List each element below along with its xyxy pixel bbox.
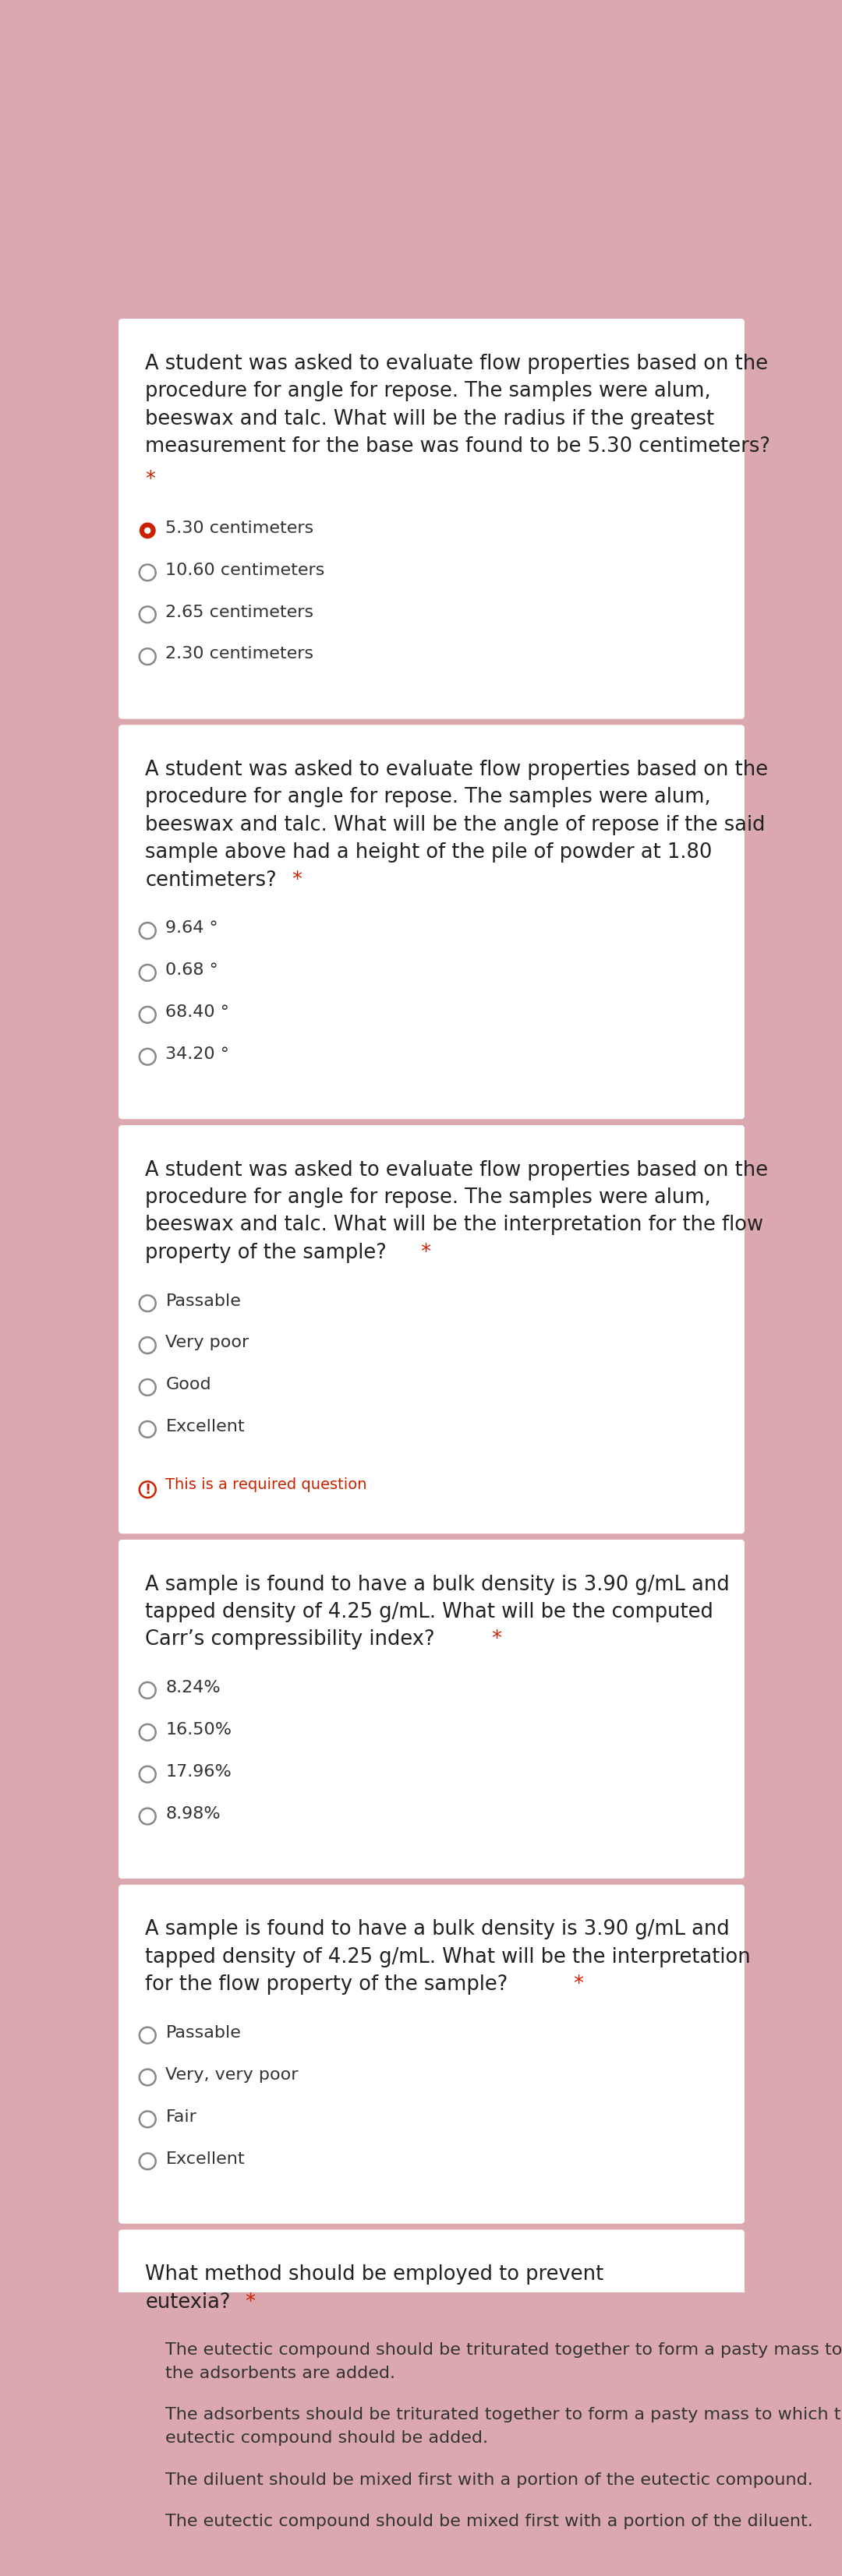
Text: *: * bbox=[568, 1976, 584, 1994]
Text: 17.96%: 17.96% bbox=[166, 1765, 232, 1780]
Circle shape bbox=[140, 2517, 156, 2532]
Text: Passable: Passable bbox=[166, 2025, 241, 2040]
Text: *: * bbox=[415, 1242, 431, 1262]
Text: the adsorbents are added.: the adsorbents are added. bbox=[166, 2365, 396, 2380]
Text: This is a required question: This is a required question bbox=[166, 1476, 367, 1492]
Text: !: ! bbox=[144, 1484, 151, 1497]
Circle shape bbox=[140, 2112, 156, 2128]
Text: procedure for angle for repose. The samples were alum,: procedure for angle for repose. The samp… bbox=[145, 788, 711, 806]
Circle shape bbox=[140, 963, 156, 981]
Circle shape bbox=[140, 1767, 156, 1783]
Text: The adsorbents should be triturated together to form a pasty mass to which the: The adsorbents should be triturated toge… bbox=[166, 2406, 842, 2424]
Text: 34.20 °: 34.20 ° bbox=[166, 1046, 230, 1061]
Text: *: * bbox=[286, 871, 302, 891]
Text: A student was asked to evaluate flow properties based on the: A student was asked to evaluate flow pro… bbox=[145, 353, 768, 374]
Circle shape bbox=[140, 1337, 156, 1352]
Text: measurement for the base was found to be 5.30 centimeters?: measurement for the base was found to be… bbox=[145, 435, 770, 456]
Circle shape bbox=[140, 2344, 156, 2360]
FancyBboxPatch shape bbox=[119, 1126, 744, 1533]
Text: The eutectic compound should be triturated together to form a pasty mass to whic: The eutectic compound should be triturat… bbox=[166, 2342, 842, 2357]
Text: The diluent should be mixed first with a portion of the eutectic compound.: The diluent should be mixed first with a… bbox=[166, 2473, 813, 2488]
Text: 0.68 °: 0.68 ° bbox=[166, 963, 218, 979]
Text: 10.60 centimeters: 10.60 centimeters bbox=[166, 562, 325, 577]
Text: centimeters?: centimeters? bbox=[145, 871, 276, 891]
Text: A student was asked to evaluate flow properties based on the: A student was asked to evaluate flow pro… bbox=[145, 1159, 768, 1180]
Text: Passable: Passable bbox=[166, 1293, 241, 1309]
Text: Carr’s compressibility index?: Carr’s compressibility index? bbox=[145, 1631, 434, 1649]
Circle shape bbox=[144, 528, 151, 533]
Circle shape bbox=[140, 2473, 156, 2491]
Text: What method should be employed to prevent: What method should be employed to preven… bbox=[145, 2264, 604, 2285]
Text: 2.30 centimeters: 2.30 centimeters bbox=[166, 647, 314, 662]
Text: procedure for angle for repose. The samples were alum,: procedure for angle for repose. The samp… bbox=[145, 1188, 711, 1208]
Text: Very poor: Very poor bbox=[166, 1334, 249, 1350]
Circle shape bbox=[140, 523, 156, 538]
Text: Very, very poor: Very, very poor bbox=[166, 2066, 299, 2081]
Text: 68.40 °: 68.40 ° bbox=[166, 1005, 230, 1020]
Text: *: * bbox=[486, 1631, 502, 1649]
Circle shape bbox=[140, 2154, 156, 2169]
Text: Excellent: Excellent bbox=[166, 1419, 245, 1435]
Text: eutexia?: eutexia? bbox=[145, 2293, 231, 2313]
FancyBboxPatch shape bbox=[119, 1540, 744, 1878]
Text: 8.24%: 8.24% bbox=[166, 1680, 221, 1695]
FancyBboxPatch shape bbox=[119, 319, 744, 719]
Text: beeswax and talc. What will be the angle of repose if the said: beeswax and talc. What will be the angle… bbox=[145, 814, 765, 835]
Text: 2.65 centimeters: 2.65 centimeters bbox=[166, 605, 314, 621]
Circle shape bbox=[140, 1682, 156, 1698]
Circle shape bbox=[140, 1422, 156, 1437]
Circle shape bbox=[140, 1007, 156, 1023]
Text: A student was asked to evaluate flow properties based on the: A student was asked to evaluate flow pro… bbox=[145, 760, 768, 781]
Circle shape bbox=[140, 1481, 156, 1497]
Circle shape bbox=[140, 605, 156, 623]
Text: Fair: Fair bbox=[166, 2110, 197, 2125]
Text: beeswax and talc. What will be the interpretation for the flow: beeswax and talc. What will be the inter… bbox=[145, 1216, 764, 1236]
Text: *: * bbox=[239, 2293, 255, 2313]
Circle shape bbox=[140, 2069, 156, 2087]
Text: tapped density of 4.25 g/mL. What will be the interpretation: tapped density of 4.25 g/mL. What will b… bbox=[145, 1947, 751, 1968]
FancyBboxPatch shape bbox=[119, 724, 744, 1118]
Text: A sample is found to have a bulk density is 3.90 g/mL and: A sample is found to have a bulk density… bbox=[145, 1574, 730, 1595]
Circle shape bbox=[140, 1048, 156, 1064]
Circle shape bbox=[140, 1296, 156, 1311]
Circle shape bbox=[140, 1808, 156, 1824]
Circle shape bbox=[140, 649, 156, 665]
Text: tapped density of 4.25 g/mL. What will be the computed: tapped density of 4.25 g/mL. What will b… bbox=[145, 1602, 713, 1623]
Text: eutectic compound should be added.: eutectic compound should be added. bbox=[166, 2429, 488, 2445]
Text: 16.50%: 16.50% bbox=[166, 1723, 232, 1739]
Circle shape bbox=[140, 922, 156, 938]
Text: 9.64 °: 9.64 ° bbox=[166, 920, 218, 935]
Text: The eutectic compound should be mixed first with a portion of the diluent.: The eutectic compound should be mixed fi… bbox=[166, 2514, 813, 2530]
Text: 8.98%: 8.98% bbox=[166, 1806, 221, 1821]
Circle shape bbox=[140, 2409, 156, 2427]
Text: Good: Good bbox=[166, 1378, 211, 1394]
Text: *: * bbox=[145, 469, 155, 489]
Text: Excellent: Excellent bbox=[166, 2151, 245, 2166]
Text: for the flow property of the sample?: for the flow property of the sample? bbox=[145, 1976, 508, 1994]
Text: sample above had a height of the pile of powder at 1.80: sample above had a height of the pile of… bbox=[145, 842, 712, 863]
FancyBboxPatch shape bbox=[119, 2231, 744, 2576]
Text: property of the sample?: property of the sample? bbox=[145, 1242, 386, 1262]
Circle shape bbox=[140, 1723, 156, 1741]
FancyBboxPatch shape bbox=[119, 1886, 744, 2223]
Circle shape bbox=[140, 1378, 156, 1396]
Circle shape bbox=[140, 2027, 156, 2043]
Text: 5.30 centimeters: 5.30 centimeters bbox=[166, 520, 314, 536]
Text: beeswax and talc. What will be the radius if the greatest: beeswax and talc. What will be the radiu… bbox=[145, 410, 714, 430]
Text: A sample is found to have a bulk density is 3.90 g/mL and: A sample is found to have a bulk density… bbox=[145, 1919, 730, 1940]
Circle shape bbox=[140, 564, 156, 580]
Text: procedure for angle for repose. The samples were alum,: procedure for angle for repose. The samp… bbox=[145, 381, 711, 402]
